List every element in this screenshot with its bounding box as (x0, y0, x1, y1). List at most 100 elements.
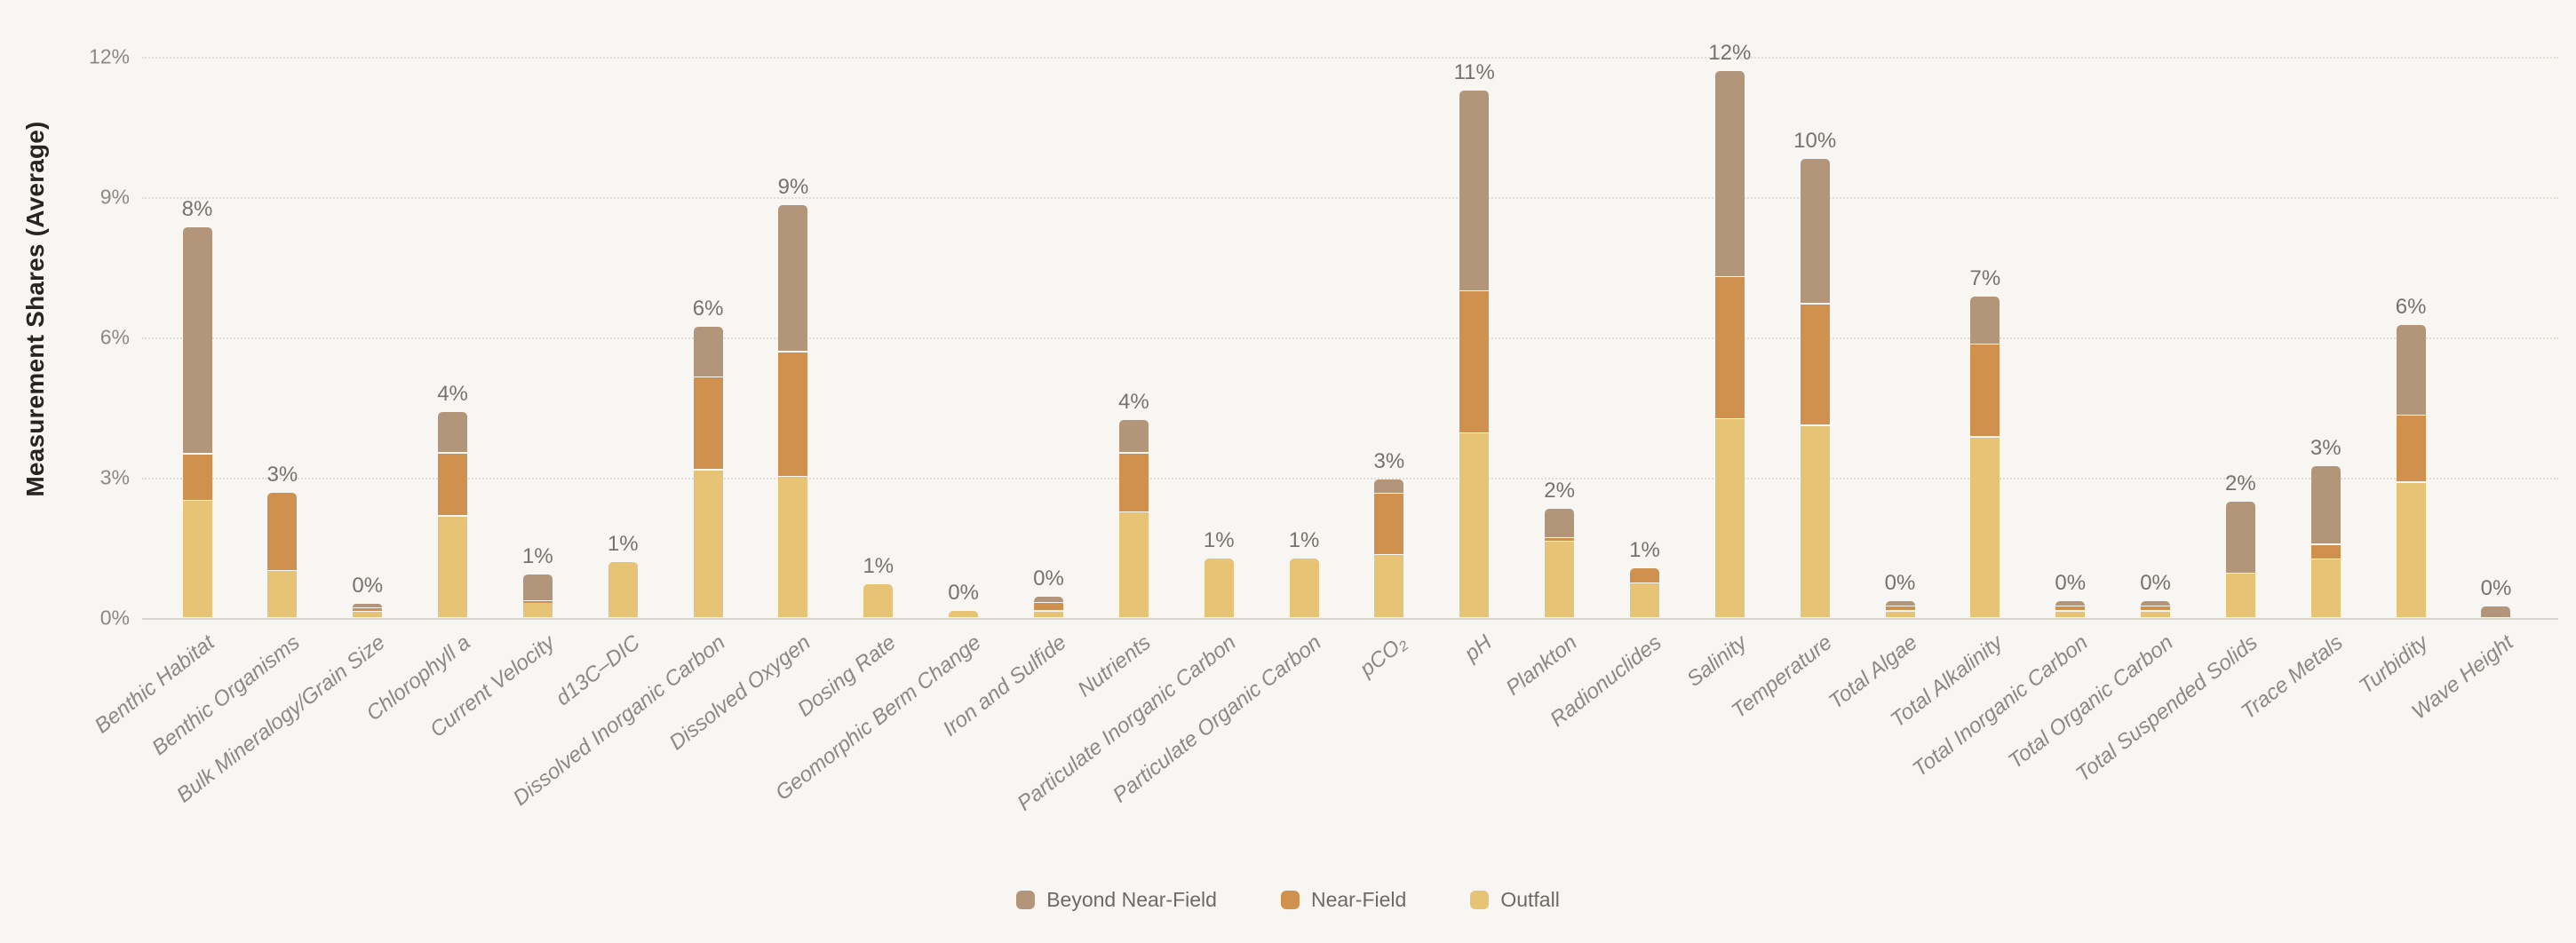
bar-segment-near-field[interactable] (1714, 277, 1745, 418)
bar-segment-beyond-near-field[interactable] (1714, 70, 1745, 276)
bar-segment-outfall[interactable] (2055, 611, 2086, 617)
bar-segment-beyond-near-field[interactable] (1118, 420, 1149, 453)
bar-segment-near-field[interactable] (1118, 453, 1149, 511)
bar-segment-beyond-near-field[interactable] (438, 411, 468, 453)
bar-segment-beyond-near-field[interactable] (1970, 297, 2000, 344)
bar-segment-beyond-near-field[interactable] (2141, 601, 2171, 606)
bar-segment-near-field[interactable] (1629, 567, 1659, 582)
bar-segment-beyond-near-field[interactable] (1545, 509, 1575, 537)
bar-value-label: 7% (1969, 266, 2001, 291)
y-tick-label: 0% (99, 606, 130, 630)
legend: Beyond Near-Field Near-Field Outfall (0, 888, 2576, 912)
bar-segment-beyond-near-field[interactable] (1459, 90, 1490, 290)
bar-segment-outfall[interactable] (1714, 419, 1745, 617)
bar-segment-beyond-near-field[interactable] (2225, 502, 2255, 573)
bar-segment-outfall[interactable] (1034, 611, 1063, 617)
bar-segment-outfall[interactable] (863, 584, 894, 617)
bar-segment-outfall[interactable] (1118, 511, 1149, 617)
legend-label: Beyond Near-Field (1046, 888, 1217, 911)
bar-value-label: 1% (1203, 527, 1235, 552)
y-tick-label: 6% (99, 325, 130, 349)
bar-segment-outfall[interactable] (1885, 611, 1915, 617)
bar-segment-near-field[interactable] (438, 453, 468, 516)
bar-segment-outfall[interactable] (1204, 558, 1234, 617)
bar-segment-outfall[interactable] (949, 611, 979, 617)
bar-segment-beyond-near-field[interactable] (1034, 596, 1063, 602)
bar-segment-near-field[interactable] (2141, 606, 2171, 611)
bar-segment-outfall[interactable] (353, 612, 383, 617)
bar-segment-beyond-near-field[interactable] (353, 604, 383, 607)
bar-segment-near-field[interactable] (2055, 606, 2086, 611)
bar-value-label: 2% (1544, 479, 1575, 503)
y-gridline (142, 477, 2558, 479)
bar-segment-near-field[interactable] (1885, 606, 1915, 611)
bar-segment-beyond-near-field[interactable] (182, 227, 212, 454)
bar-segment-outfall[interactable] (2141, 611, 2171, 617)
y-tick-label: 3% (99, 465, 130, 489)
bar-segment-outfall[interactable] (1459, 432, 1490, 617)
bar-segment-beyond-near-field[interactable] (522, 575, 553, 600)
bar-segment-outfall[interactable] (522, 602, 553, 617)
bar-segment-outfall[interactable] (1800, 425, 1830, 617)
bar-value-label: 0% (2480, 575, 2512, 600)
y-tick-label: 12% (88, 44, 130, 68)
legend-item-near-field[interactable]: Near-Field (1280, 888, 1407, 912)
bar-value-label: 6% (692, 296, 724, 321)
bar-segment-outfall[interactable] (1374, 555, 1404, 617)
bar-segment-beyond-near-field[interactable] (1374, 479, 1404, 494)
bar-segment-beyond-near-field[interactable] (2481, 606, 2511, 617)
bar-segment-near-field[interactable] (1034, 603, 1063, 611)
bar-segment-outfall[interactable] (1289, 558, 1319, 617)
bar-segment-near-field[interactable] (1374, 494, 1404, 555)
bar-segment-near-field[interactable] (1800, 304, 1830, 425)
bar-value-label: 4% (437, 381, 468, 406)
bar-segment-near-field[interactable] (2310, 544, 2341, 559)
bar-segment-beyond-near-field[interactable] (1800, 159, 1830, 304)
y-gridline (142, 337, 2558, 339)
bar-segment-beyond-near-field[interactable] (1885, 601, 1915, 606)
bar-segment-near-field[interactable] (182, 454, 212, 500)
bar-segment-beyond-near-field[interactable] (778, 204, 808, 352)
bar-segment-beyond-near-field[interactable] (2310, 466, 2341, 544)
bar-segment-near-field[interactable] (693, 377, 723, 470)
bar-segment-outfall[interactable] (438, 516, 468, 617)
bar-segment-beyond-near-field[interactable] (2055, 600, 2086, 606)
bar-segment-outfall[interactable] (1545, 542, 1575, 617)
bar-segment-near-field[interactable] (1970, 345, 2000, 437)
bar-segment-beyond-near-field[interactable] (693, 326, 723, 376)
bar-segment-near-field[interactable] (778, 352, 808, 476)
bar-value-label: 0% (948, 581, 979, 606)
bar-value-label: 10% (1793, 129, 1837, 154)
legend-label: Near-Field (1310, 888, 1407, 911)
x-category-label: Salinity (1682, 630, 1752, 692)
legend-item-outfall[interactable]: Outfall (1470, 888, 1560, 912)
bar-segment-outfall[interactable] (1629, 583, 1659, 617)
x-category-label: Dissolved Oxygen (664, 630, 815, 756)
bar-segment-outfall[interactable] (778, 476, 808, 617)
bar-segment-near-field[interactable] (2396, 416, 2426, 482)
bar-segment-near-field[interactable] (267, 493, 298, 570)
bar-segment-outfall[interactable] (2225, 573, 2255, 617)
bar-value-label: 6% (2395, 295, 2427, 320)
bar-segment-outfall[interactable] (2310, 559, 2341, 617)
bar-segment-outfall[interactable] (693, 470, 723, 617)
bar-segment-outfall[interactable] (182, 501, 212, 617)
bar-segment-near-field[interactable] (522, 601, 553, 603)
y-gridline (142, 196, 2558, 199)
legend-item-beyond-near-field[interactable]: Beyond Near-Field (1016, 888, 1217, 912)
y-gridline (142, 56, 2558, 59)
bar-segment-outfall[interactable] (267, 571, 298, 617)
bar-segment-outfall[interactable] (1970, 437, 2000, 617)
bar-segment-outfall[interactable] (608, 562, 638, 617)
x-category-label: pH (1459, 630, 1497, 667)
bar-segment-beyond-near-field[interactable] (2396, 325, 2426, 416)
x-category-label: pCO₂ (1355, 630, 1411, 682)
bar-segment-near-field[interactable] (1545, 537, 1575, 541)
bar-value-label: 1% (1629, 537, 1660, 562)
bar-value-label: 0% (2055, 570, 2087, 595)
bar-segment-near-field[interactable] (353, 607, 383, 611)
bar-segment-near-field[interactable] (1459, 291, 1490, 432)
legend-swatch-icon (1016, 891, 1036, 909)
bar-segment-outfall[interactable] (2396, 482, 2426, 617)
